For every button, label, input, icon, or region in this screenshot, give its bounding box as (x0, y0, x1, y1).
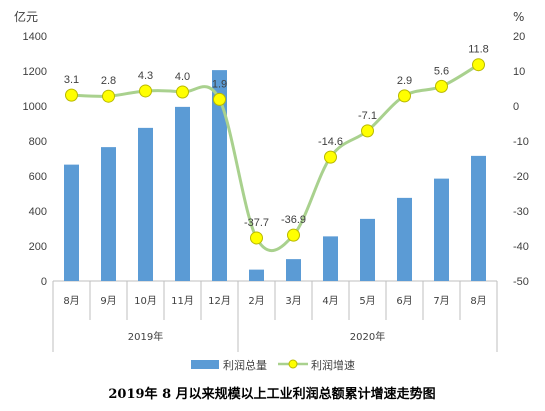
left-axis-unit: 亿元 (14, 9, 38, 24)
right-axis-tick-label: -50 (513, 276, 529, 288)
profit-bar (286, 259, 301, 281)
growth-data-label: 4.0 (175, 71, 190, 83)
growth-point (361, 124, 374, 138)
category-label: 9月 (100, 295, 116, 307)
legend-line-label: 利润增速 (311, 358, 355, 372)
growth-point (176, 85, 189, 99)
right-axis-tick-label: -20 (513, 171, 529, 183)
growth-point (287, 228, 300, 242)
category-label: 12月 (208, 295, 231, 307)
right-axis-tick-label: 0 (513, 101, 519, 113)
data-labels: 3.1 2.8 4.3 4.0 1.9 -37.7 -36.9 -14.6 -7.1 2.9 5.6… (64, 44, 489, 229)
legend: 利润总量 利润增速 (191, 358, 355, 372)
growth-data-label: 1.9 (212, 78, 227, 90)
category-label: 5月 (359, 295, 375, 307)
growth-data-label: -36.9 (281, 214, 306, 226)
right-axis-unit: % (513, 10, 524, 24)
profit-bar (471, 155, 486, 281)
growth-point (435, 79, 448, 93)
growth-point (65, 88, 78, 102)
growth-data-label: -37.7 (244, 217, 269, 229)
profit-bar (101, 147, 116, 281)
legend-line-marker (288, 359, 298, 369)
profit-bar (64, 164, 79, 281)
right-axis-tick-label: -10 (513, 136, 529, 148)
category-label: 6月 (396, 295, 412, 307)
right-axis-tick-label: -40 (513, 241, 529, 253)
chart-title: 2019年 8 月以来规模以上工业利润总额累计增速走势图 (108, 386, 435, 402)
year-group-label: 2019年 (128, 330, 163, 343)
growth-point (324, 150, 337, 164)
category-label: 8月 (470, 295, 486, 307)
left-axis-tick-label: 400 (29, 206, 47, 218)
growth-data-label: -14.6 (318, 136, 343, 148)
growth-point (472, 58, 485, 72)
left-axis-tick-label: 800 (29, 136, 47, 148)
bar-series (64, 70, 486, 281)
profit-bar (175, 106, 190, 281)
year-group-label: 2020年 (350, 330, 385, 343)
legend-bar-swatch (191, 360, 219, 369)
growth-data-label: 2.9 (397, 75, 412, 87)
left-axis-tick-label: 200 (29, 241, 47, 253)
growth-point (213, 92, 226, 106)
growth-data-label: 4.3 (138, 70, 153, 82)
profit-bar (138, 127, 153, 281)
profit-bar (212, 70, 227, 281)
growth-point (398, 89, 411, 103)
profit-bar (397, 197, 412, 281)
right-axis-tick-label: -30 (513, 206, 529, 218)
right-axis-tick-label: 20 (513, 31, 525, 43)
growth-data-label: 5.6 (434, 65, 449, 77)
left-axis-tick-label: 1000 (23, 101, 47, 113)
left-axis-tick-label: 600 (29, 171, 47, 183)
category-label: 4月 (322, 295, 338, 307)
growth-point (250, 231, 263, 245)
category-label: 2月 (248, 295, 264, 307)
category-label: 10月 (134, 295, 157, 307)
category-label: 7月 (433, 295, 449, 307)
category-label: 11月 (171, 295, 194, 307)
left-axis-tick-label: 0 (41, 276, 47, 288)
growth-point (139, 84, 152, 98)
legend-bar-label: 利润总量 (223, 358, 267, 372)
category-label: 8月 (63, 295, 79, 307)
category-axis: 8月 9月 10月 11月 12月 2月 3月 4月 5月 6月 7月 8月 2019年 2020年 (52, 281, 498, 352)
growth-line (71, 63, 480, 253)
profit-bar (434, 178, 449, 281)
right-axis-tick-label: 10 (513, 66, 525, 78)
profit-bar (249, 269, 264, 281)
profit-bar (323, 236, 338, 281)
category-label: 3月 (285, 295, 301, 307)
left-axis-tick-label: 1400 (23, 31, 47, 43)
growth-point (102, 89, 115, 103)
left-axis-tick-label: 1200 (23, 66, 47, 78)
growth-data-label: -7.1 (358, 110, 377, 122)
growth-data-label: 3.1 (64, 74, 79, 86)
profit-bar (360, 218, 375, 281)
growth-data-label: 2.8 (101, 75, 116, 87)
line-series (65, 58, 485, 253)
growth-data-label: 11.8 (468, 44, 489, 56)
